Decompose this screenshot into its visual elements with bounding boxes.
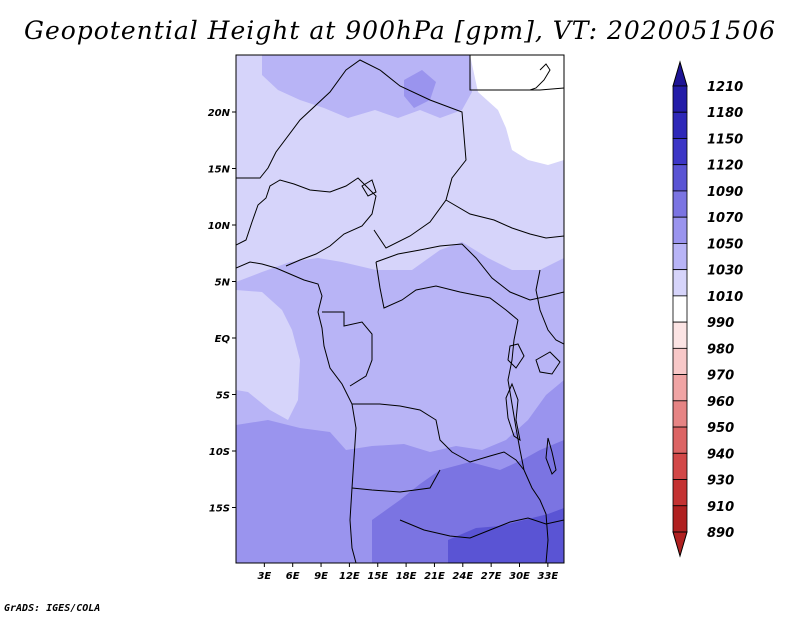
border-angola-zambia [351, 469, 441, 493]
colorbar-label: 950 [707, 421, 734, 436]
longitude-axis: 3E 6E 9E 12E 15E 18E 21E 24E 27E 30E 33E [257, 563, 558, 582]
colorbar-segment [672, 269, 688, 297]
latitude-axis: 20N 15N 10N 5N EQ 5S 10S 15S [208, 108, 236, 515]
colorbar-top-arrow [672, 60, 688, 87]
colorbar-label: 1210 [707, 80, 743, 95]
map-frame [235, 54, 565, 564]
colorbar-segment [672, 452, 688, 480]
lake-chad [361, 179, 377, 197]
coast-red-sea [529, 63, 551, 91]
colorbar-bottom-arrow [672, 531, 688, 558]
map-title: Geopotential Height at 900hPa [gpm], VT:… [23, 16, 777, 45]
lat-tick-label: 20N [208, 108, 231, 119]
lat-tick-label: EQ [215, 334, 231, 345]
lake-malawi [545, 437, 557, 475]
colorbar-segment [672, 216, 688, 244]
colorbar-segment [672, 321, 688, 349]
colorbar-segment [672, 190, 688, 218]
lat-tick-label: 10N [208, 221, 231, 232]
border-sudan [445, 199, 564, 239]
field-1010-ocean-region [236, 290, 300, 420]
border-car-sudan [375, 243, 564, 301]
colorbar-segment [672, 85, 688, 113]
colorbar-segment [672, 479, 688, 507]
colorbar-label: 1070 [707, 211, 743, 226]
colorbar-segment [672, 138, 688, 166]
lon-tick-label: 6E [286, 571, 300, 582]
field-below-1010-region [470, 55, 564, 165]
country-borders [236, 55, 564, 563]
lon-tick-label: 3E [257, 571, 271, 582]
grads-credit: GrADS: IGES/COLA [4, 603, 101, 614]
colorbar-label: 1010 [707, 290, 743, 305]
lon-tick-label: 12E [339, 571, 360, 582]
colorbar-segment [672, 243, 688, 271]
lat-tick-label: 15N [208, 165, 231, 176]
colorbar-label: 960 [707, 395, 734, 410]
colorbar-label: 930 [707, 474, 734, 489]
lon-tick-label: 27E [481, 571, 502, 582]
lake-tanganyika [505, 382, 521, 442]
field-1050-north-region [404, 70, 436, 108]
border-west-africa [236, 177, 377, 267]
field-1090-region [448, 508, 564, 563]
lat-tick-label: 15S [209, 504, 230, 515]
colorbar-label: 940 [707, 447, 734, 462]
lon-tick-label: 30E [509, 571, 530, 582]
colorbar-label: 990 [707, 316, 734, 331]
lat-tick-label: 5S [216, 391, 230, 402]
colorbar-label: 1120 [707, 159, 743, 174]
border-drc-east [507, 319, 525, 471]
colorbar-label: 1050 [707, 237, 743, 252]
colorbar-segment [672, 347, 688, 375]
colorbar-label: 1180 [707, 106, 743, 121]
coastline [236, 261, 357, 563]
colorbar-segment [672, 295, 688, 323]
lon-tick-label: 18E [396, 571, 417, 582]
colorbar-label: 970 [707, 369, 734, 384]
lon-tick-label: 15E [367, 571, 388, 582]
colorbar-segment [672, 426, 688, 454]
border-sahel [236, 59, 467, 249]
border-drc-angola [352, 403, 525, 471]
colorbar-segment [672, 400, 688, 428]
lon-tick-label: 9E [314, 571, 328, 582]
colorbar-label: 980 [707, 342, 734, 357]
lon-tick-label: 33E [537, 571, 558, 582]
lake-albert [507, 343, 525, 369]
border-mozambique [523, 469, 549, 563]
colorbar: 1210 1180 1150 1120 1090 1070 1050 1030 1010 990 9… [672, 60, 743, 558]
colorbar-segment [672, 374, 688, 402]
colorbar-label: 1030 [707, 264, 743, 279]
lake-victoria [535, 351, 561, 375]
colorbar-segment [672, 111, 688, 139]
colorbar-label: 910 [707, 500, 734, 515]
border-namibia-botswana [399, 517, 564, 539]
border-egypt-libya [469, 55, 564, 91]
colorbar-label: 1150 [707, 132, 743, 147]
colorbar-segment [672, 505, 688, 533]
colorbar-label: 1090 [707, 185, 743, 200]
lat-tick-label: 5N [215, 278, 231, 289]
lat-tick-label: 10S [209, 447, 230, 458]
height-field [236, 55, 564, 563]
border-congo [322, 311, 373, 387]
lon-tick-label: 21E [424, 571, 445, 582]
border-east-africa [535, 269, 564, 345]
border-car-drc [375, 261, 519, 321]
lon-tick-label: 24E [452, 571, 473, 582]
colorbar-segment [672, 164, 688, 192]
colorbar-label: 890 [707, 526, 734, 541]
